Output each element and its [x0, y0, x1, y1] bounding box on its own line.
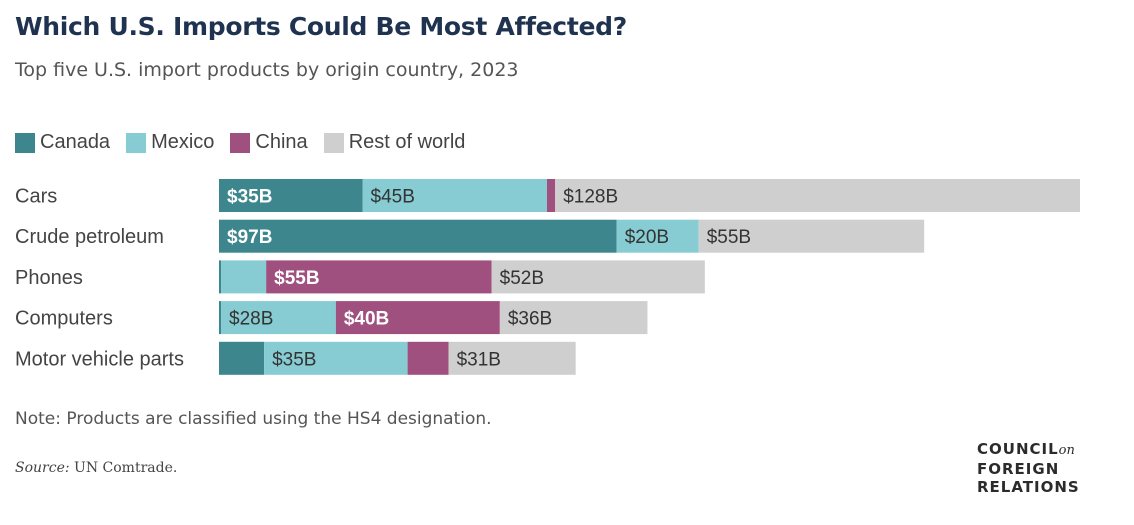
stacked-bar-chart: Cars $35B $45B $128B Crude petroleum $97B $20B… [15, 179, 1080, 375]
data-label-motor-vehicle-parts-rest-of-world: $31B [457, 349, 501, 370]
bar-cars-mexico [362, 179, 547, 212]
chart-title: Which U.S. Imports Could Be Most Affecte… [15, 12, 627, 41]
category-label-crude-petroleum: Crude petroleum [15, 226, 164, 248]
data-label-crude-petroleum-mexico: $20B [625, 227, 669, 248]
source-label: Source: [15, 460, 70, 476]
logo-line-3: RELATIONS [977, 478, 1080, 496]
legend-item-canada: Canada [15, 131, 110, 154]
category-label-cars: Cars [15, 186, 57, 208]
bar-motor-vehicle-parts-china [407, 341, 449, 375]
source-line: Source: UN Comtrade. [15, 460, 177, 476]
legend-item-china: China [230, 131, 308, 154]
chart-note: Note: Products are classified using the … [15, 409, 492, 429]
bar-motor-vehicle-parts-canada [219, 341, 265, 375]
cfr-logo: COUNCILon FOREIGN RELATIONS [977, 440, 1080, 496]
bar-motor-vehicle-parts-mexico [264, 341, 408, 375]
legend-label-mexico: Mexico [151, 131, 215, 153]
legend-item-mexico: Mexico [126, 131, 214, 154]
legend-item-rest-of-world: Rest of world [323, 131, 466, 154]
bar-computers-canada [219, 301, 222, 335]
category-label-computers: Computers [15, 308, 113, 330]
legend-label-rest-of-world: Rest of world [348, 131, 466, 153]
bar-cars-china [547, 179, 556, 212]
bar-phones-canada [219, 260, 222, 294]
legend-label-canada: Canada [40, 131, 111, 153]
bar-cars-canada [219, 179, 363, 212]
data-label-crude-petroleum-rest-of-world: $55B [707, 227, 751, 248]
bar-crude-petroleum-rest-of-world [698, 219, 925, 253]
logo-line-1-suffix: on [1058, 443, 1075, 458]
source-text: UN Comtrade. [74, 460, 178, 476]
data-label-phones-china: $55B [274, 268, 319, 289]
chart-subtitle: Top five U.S. import products by origin … [15, 59, 519, 81]
bar-phones-rest-of-world [491, 260, 705, 294]
data-label-computers-china: $40B [344, 309, 389, 330]
bar-computers-rest-of-world [499, 301, 648, 335]
category-label-phones: Phones [15, 267, 83, 289]
bar-computers-china [335, 301, 500, 335]
bar-phones-china [266, 260, 492, 294]
legend-swatch-canada [15, 132, 35, 153]
data-label-phones-rest-of-world: $52B [500, 268, 544, 289]
bar-motor-vehicle-parts-rest-of-world [448, 341, 576, 375]
data-label-cars-rest-of-world: $128B [563, 187, 618, 208]
data-label-crude-petroleum-canada: $97B [227, 227, 272, 248]
legend: Canada Mexico China Rest of world [15, 131, 465, 154]
bar-phones-mexico [221, 260, 267, 294]
category-label-motor-vehicle-parts: Motor vehicle parts [15, 348, 184, 370]
bar-cars-rest-of-world [555, 179, 1080, 212]
data-label-computers-mexico: $28B [229, 309, 273, 330]
logo-line-2: FOREIGN [977, 460, 1060, 478]
legend-label-china: China [255, 131, 308, 153]
legend-swatch-mexico [126, 132, 147, 153]
data-label-cars-canada: $35B [227, 187, 272, 208]
legend-swatch-rest-of-world [323, 132, 344, 153]
data-label-cars-mexico: $45B [371, 187, 415, 208]
logo-line-1: COUNCIL [977, 440, 1059, 458]
data-label-computers-rest-of-world: $36B [508, 309, 552, 330]
data-label-motor-vehicle-parts-mexico: $35B [272, 349, 316, 370]
bar-crude-petroleum-canada [219, 219, 617, 253]
bar-crude-petroleum-mexico [616, 219, 699, 253]
bar-computers-mexico [221, 301, 336, 335]
legend-swatch-china [230, 132, 251, 153]
